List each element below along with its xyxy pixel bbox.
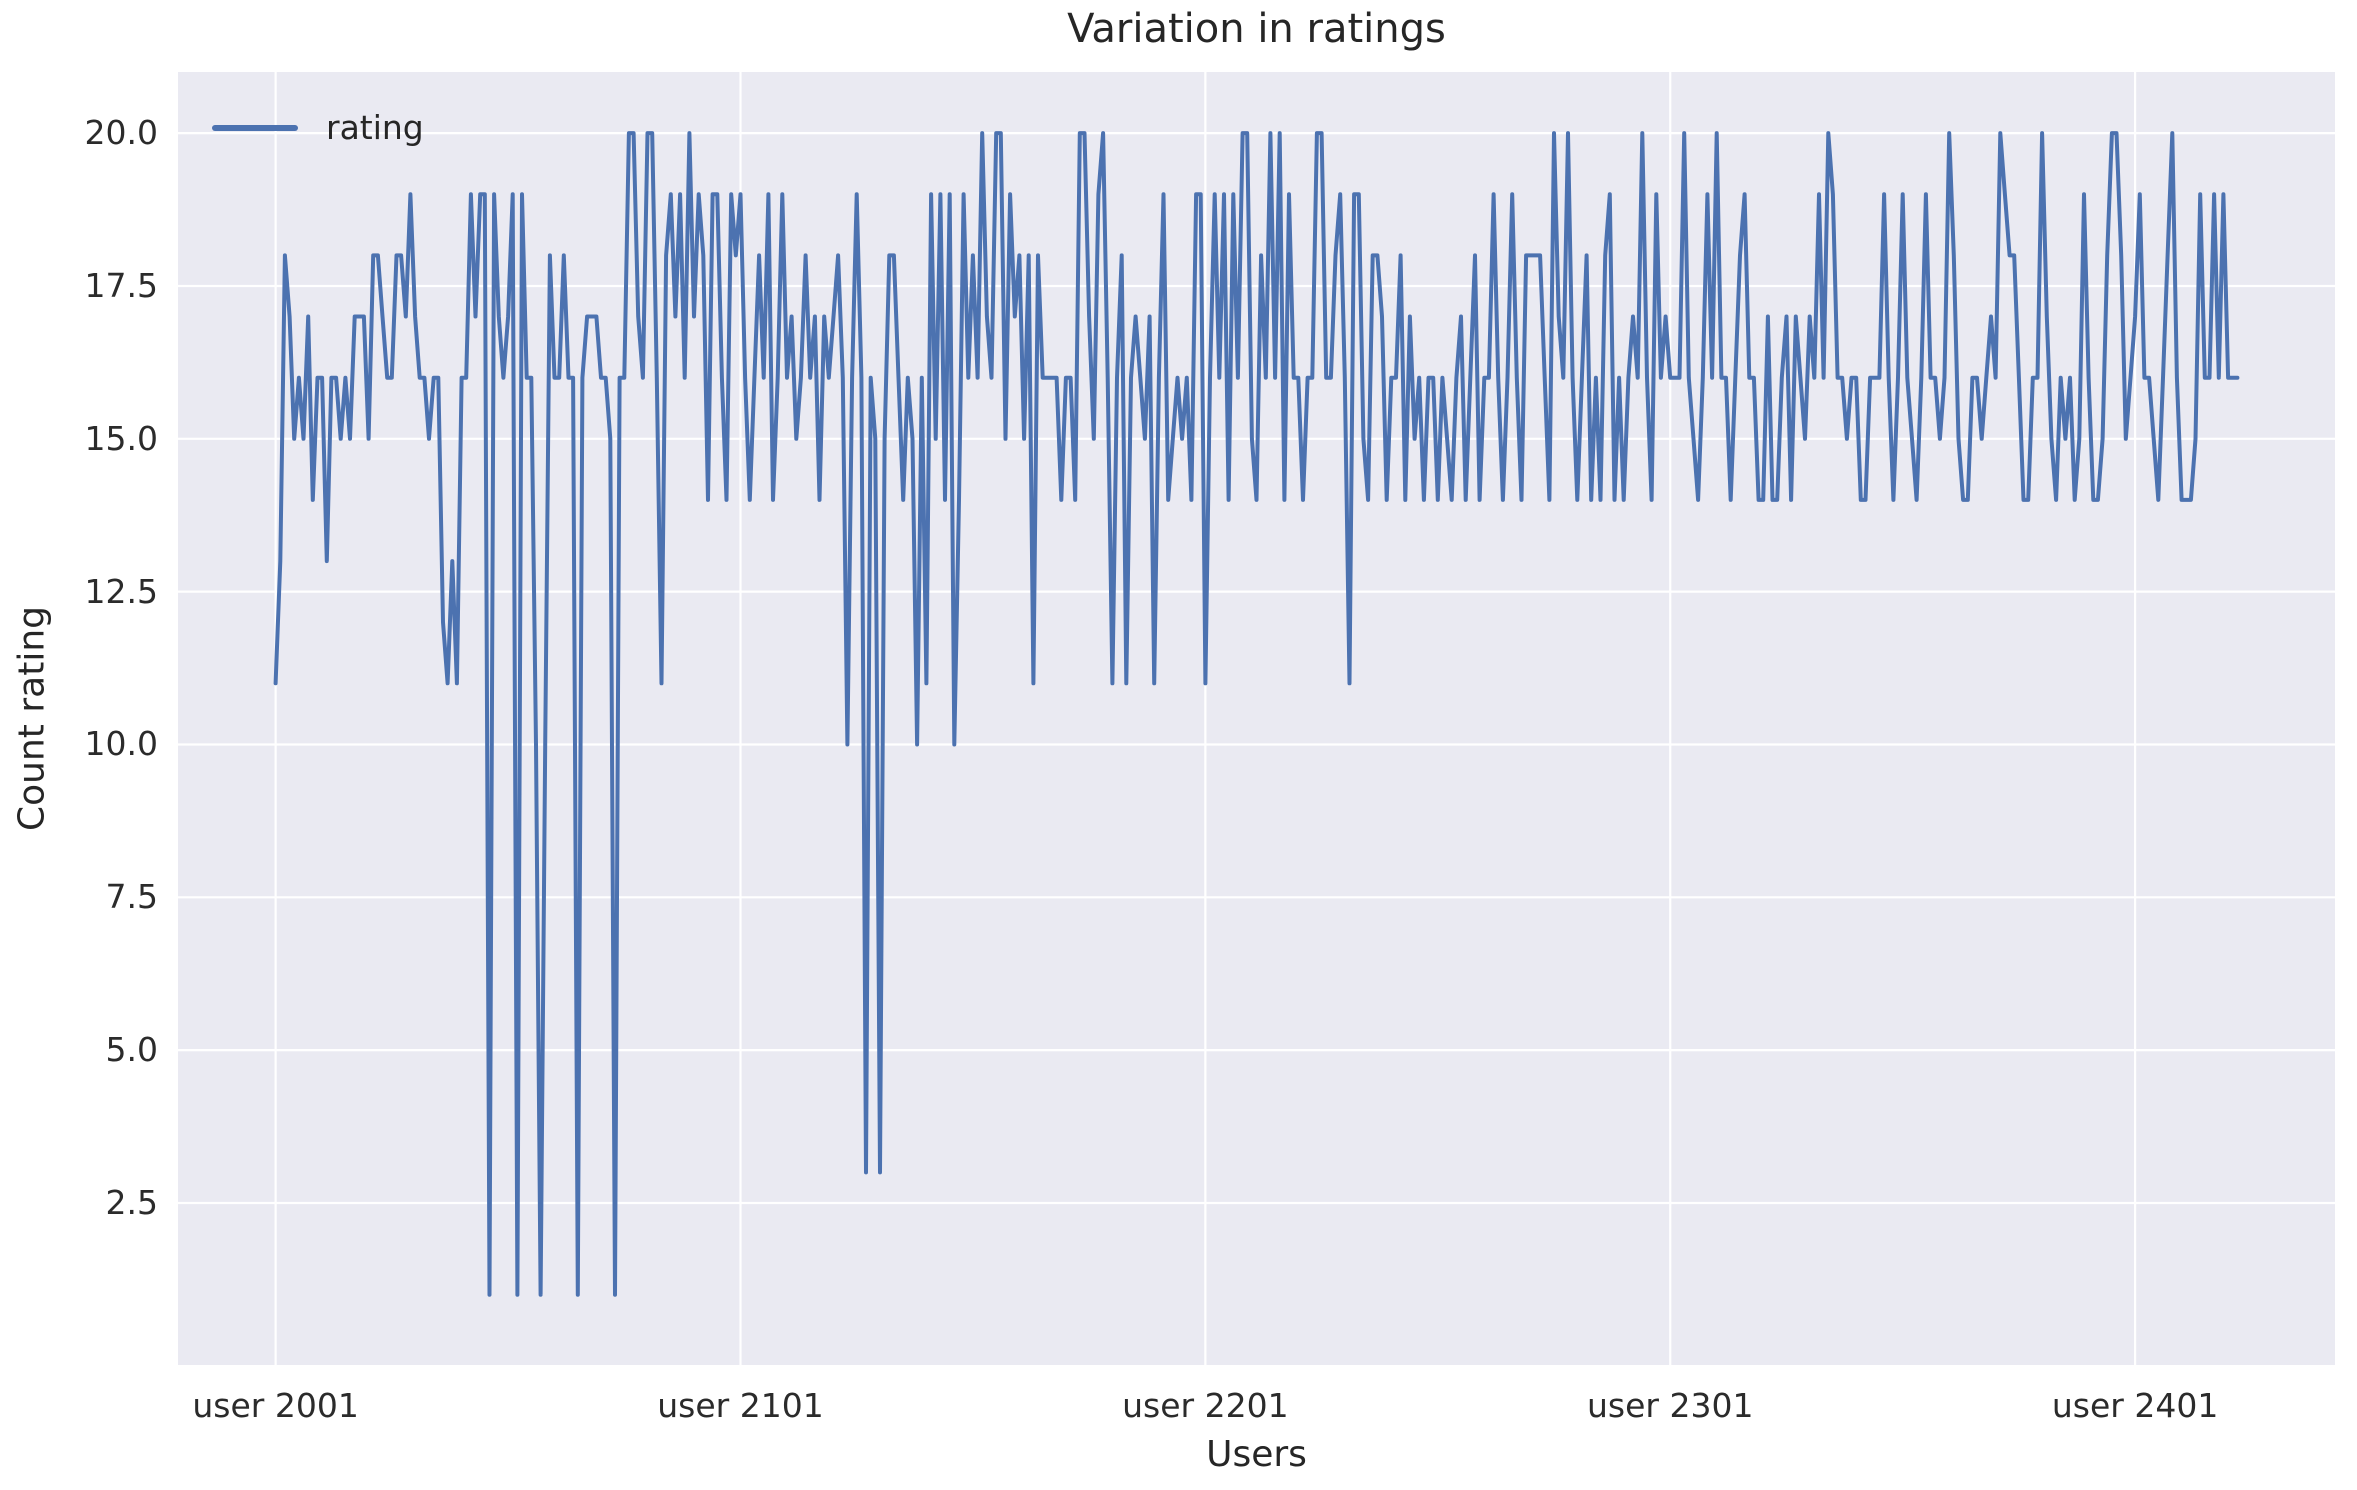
- legend-line-swatch: [212, 124, 298, 131]
- y-tick-label: 2.5: [105, 1182, 158, 1222]
- x-tick-label: user 2401: [2051, 1386, 2219, 1425]
- x-tick-label: user 2201: [1122, 1386, 1289, 1425]
- x-axis-label: Users: [1206, 1434, 1307, 1475]
- x-tick-label: user 2101: [657, 1386, 824, 1425]
- y-tick-label: 15.0: [84, 418, 158, 458]
- y-tick-label: 10.0: [84, 724, 158, 764]
- rating-line-series: [273, 131, 2240, 1297]
- y-tick-label: 5.0: [105, 1030, 158, 1070]
- chart-title: Variation in ratings: [1067, 6, 1446, 52]
- y-tick-label: 7.5: [105, 877, 158, 917]
- legend: rating: [212, 108, 424, 147]
- y-tick-label: 20.0: [84, 113, 158, 153]
- x-tick-label: user 2301: [1587, 1386, 1754, 1425]
- y-tick-label: 12.5: [84, 571, 158, 611]
- legend-label: rating: [326, 108, 424, 147]
- plot-background: [178, 72, 2335, 1365]
- x-tick-label: user 2001: [192, 1386, 359, 1425]
- y-tick-label: 17.5: [84, 265, 158, 305]
